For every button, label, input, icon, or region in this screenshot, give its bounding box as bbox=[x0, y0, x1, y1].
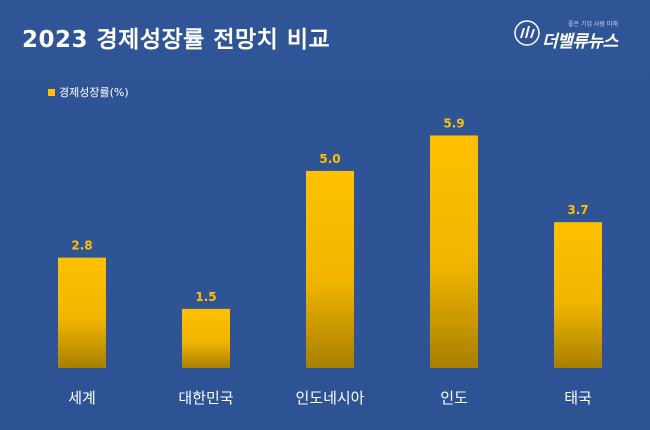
bar-1 bbox=[182, 308, 230, 368]
x-tick-label-2: 인도네시아 bbox=[295, 389, 364, 407]
bar-3 bbox=[430, 135, 478, 368]
data-label-3: 5.9 bbox=[443, 116, 464, 130]
brand-logo: 좋은 기업 사람 미래 더밸류뉴스 bbox=[514, 18, 632, 52]
x-tick-label-4: 태국 bbox=[564, 389, 592, 407]
data-label-0: 2.8 bbox=[71, 239, 92, 253]
chart-title: 2023 경제성장률 전망치 비교 bbox=[22, 27, 331, 53]
legend-swatch bbox=[48, 88, 55, 96]
x-tick-label-0: 세계 bbox=[68, 389, 96, 407]
bar-0 bbox=[58, 257, 106, 368]
data-label-1: 1.5 bbox=[195, 290, 216, 304]
bar-2 bbox=[306, 170, 354, 368]
legend-label: 경제성장률(%) bbox=[59, 86, 129, 99]
x-tick-label-3: 인도 bbox=[440, 389, 468, 407]
legend: 경제성장률(%) bbox=[48, 84, 129, 100]
logo-tagline: 좋은 기업 사람 미래 bbox=[568, 21, 618, 28]
logo-mark-icon bbox=[514, 20, 540, 46]
data-label-4: 3.7 bbox=[567, 203, 588, 217]
bar-4 bbox=[554, 222, 602, 368]
data-label-2: 5.0 bbox=[319, 152, 340, 166]
x-tick-label-1: 대한민국 bbox=[178, 389, 233, 407]
logo-text: 더밸류뉴스 bbox=[542, 32, 618, 52]
